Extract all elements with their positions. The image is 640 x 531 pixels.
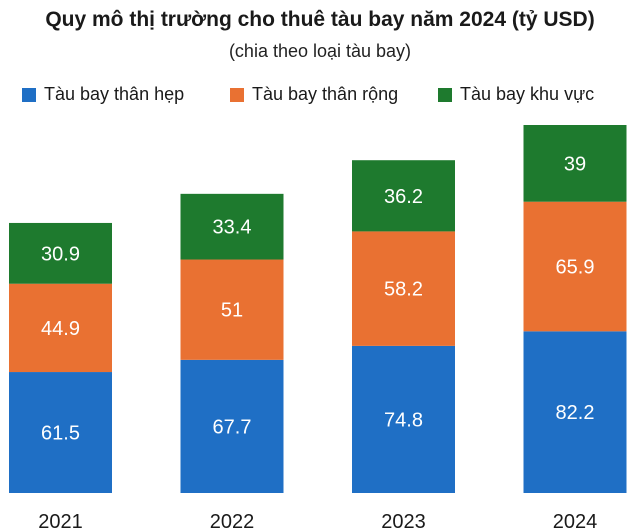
legend-label-wide-body: Tàu bay thân rộng (252, 84, 399, 104)
bar-regional-2021 (9, 222, 112, 284)
bar-regional-2023 (352, 160, 455, 232)
legend-item-regional: Tàu bay khu vực (438, 84, 594, 105)
x-tick-label-2023: 2023 (381, 511, 426, 531)
data-label-wide-body-2023: 58.2 (384, 279, 423, 301)
legend-label-narrow-body: Tàu bay thân hẹp (44, 84, 185, 104)
bar-narrow-body-2022 (180, 359, 284, 493)
chart-subtitle: (chia theo loại tàu bay) (228, 41, 412, 61)
bar-wide-body-2021 (9, 283, 112, 373)
data-label-regional-2021: 30.9 (41, 243, 80, 265)
legend-item-wide-body: Tàu bay thân rộng (230, 84, 398, 105)
data-label-regional-2023: 36.2 (384, 186, 423, 208)
legend-item-narrow-body: Tàu bay thân hẹp (22, 84, 184, 105)
legend: Tàu bay thân hẹp Tàu bay thân rộng Tàu b… (0, 84, 640, 108)
data-label-wide-body-2024: 65.9 (556, 257, 595, 279)
bar-wide-body-2023 (352, 231, 455, 346)
bar-wide-body-2022 (180, 259, 284, 360)
data-label-narrow-body-2021: 61.5 (41, 423, 80, 445)
data-label-wide-body-2021: 44.9 (41, 318, 80, 340)
data-label-regional-2024: 39 (564, 153, 586, 175)
data-label-narrow-body-2023: 74.8 (384, 409, 423, 431)
bar-regional-2022 (180, 193, 284, 260)
legend-swatch-regional (438, 87, 452, 102)
bar-regional-2024 (523, 125, 627, 202)
legend-swatch-wide-body (230, 87, 244, 102)
bar-narrow-body-2024 (523, 331, 627, 493)
chart-title: Quy mô thị trường cho thuê tàu bay năm 2… (45, 8, 595, 31)
data-label-narrow-body-2024: 82.2 (556, 402, 595, 424)
data-label-regional-2022: 33.4 (213, 217, 252, 239)
x-tick-label-2021: 2021 (38, 511, 83, 531)
x-tick-label-2022: 2022 (210, 511, 255, 531)
legend-label-regional: Tàu bay khu vực (460, 84, 595, 104)
bar-narrow-body-2023 (352, 345, 455, 493)
data-label-narrow-body-2022: 67.7 (213, 416, 252, 438)
legend-swatch-narrow-body (22, 87, 36, 102)
data-label-wide-body-2022: 51 (221, 300, 243, 322)
bar-wide-body-2024 (523, 201, 627, 332)
bar-narrow-body-2021 (9, 372, 112, 493)
x-tick-label-2024: 2024 (553, 511, 598, 531)
